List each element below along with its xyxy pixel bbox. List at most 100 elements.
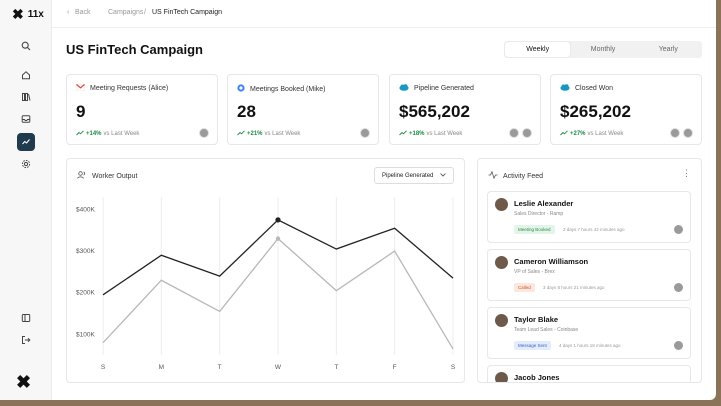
search-icon[interactable] [17,37,35,55]
avatar [495,314,508,327]
brand[interactable]: ✖ 11x [12,6,44,23]
breadcrumb-parent[interactable]: Campaigns [108,9,144,16]
page-title: US FinTech Campaign [66,42,203,57]
stat-card-meeting-requests[interactable]: Meeting Requests (Alice) 9 +14% vs Last … [66,74,218,145]
data-point [275,236,281,241]
x-tick-label: M [159,364,164,371]
analytics-icon[interactable] [17,133,35,151]
avatar [670,128,680,138]
avatar [522,128,532,138]
bottom-logo-icon: ✖ [16,372,32,392]
card-delta-value: +27% [570,131,586,137]
activity-item[interactable]: Jacob Jones [487,365,691,382]
activity-item[interactable]: Cameron Williamson VP of Sales - Brex Ca… [487,249,691,301]
y-tick-label: $100K [76,331,95,338]
calendar-dot-icon [237,84,245,94]
activity-feed-panel: Activity Feed ⋮ Leslie Alexander Sales D… [477,158,702,383]
status-badge: Called [514,283,535,292]
metric-select[interactable]: Pipeline Generated [374,167,454,184]
card-delta-suffix: vs Last Week [103,131,140,137]
tab-weekly[interactable]: Weekly [505,42,571,57]
trend-up-icon [560,130,568,138]
logout-icon[interactable] [17,331,35,349]
stat-card-meetings-booked[interactable]: Meetings Booked (Mike) 28 +21% vs Last W… [227,74,379,145]
more-options-icon[interactable]: ⋮ [682,168,691,178]
gear-icon[interactable] [17,155,35,173]
x-tick-label: T [334,364,338,371]
activity-role: Sales Director - Ramp [514,211,564,217]
worker-output-chart: $400K $300K $200K $100K S M T W T F S [76,197,456,371]
card-delta-value: +21% [247,131,263,137]
avatar [674,225,683,234]
panel-title: Worker Output [92,172,138,180]
trend-up-icon [76,130,84,138]
stat-card-closed-won[interactable]: Closed Won $265,202 +27% vs Last Week [550,74,702,145]
activity-time: 4 days 1 hours 18 minutes ago [559,343,621,348]
sidebar: ✖ 11x ✖ [0,0,52,400]
avatar [495,256,508,269]
y-tick-label: $200K [76,290,95,297]
card-label: Closed Won [575,85,614,92]
card-label: Meeting Requests (Alice) [90,85,169,92]
activity-item[interactable]: Leslie Alexander Sales Director - Ramp M… [487,191,691,243]
stat-card-pipeline-generated[interactable]: Pipeline Generated $565,202 +18% vs Last… [389,74,541,145]
trend-up-icon [399,130,407,138]
library-icon[interactable] [17,88,35,106]
x-tick-label: S [101,364,106,371]
y-tick-label: $300K [76,248,95,255]
activity-name: Cameron Williamson [514,257,589,266]
x-tick-label: W [275,364,282,371]
sidebar-toggle-icon[interactable] [17,309,35,327]
activity-item[interactable]: Taylor Blake Team Lead Sales - Coinbase … [487,307,691,359]
topbar [52,0,716,28]
trend-up-icon [237,130,245,138]
avatar [509,128,519,138]
salesforce-icon [560,84,570,93]
salesforce-icon [399,84,409,93]
chevron-down-icon [440,172,446,179]
worker-output-panel: Worker Output Pipeline Generated $400K $3… [66,158,465,383]
activity-time: 3 days 8 hours 21 minutes ago [543,285,605,290]
users-icon [77,171,87,181]
panel-title: Activity Feed [503,172,544,180]
data-point [275,217,281,223]
activity-time: 2 days 7 hours 42 minutes ago [563,227,625,232]
breadcrumb-current: US FinTech Campaign [152,9,223,16]
card-label: Meetings Booked (Mike) [250,85,326,93]
avatar [495,198,508,211]
period-tabs: Weekly Monthly Yearly [504,41,702,58]
card-value: $265,202 [560,102,631,121]
tab-monthly[interactable]: Monthly [590,46,616,53]
card-delta-suffix: vs Last Week [426,131,463,137]
activity-role: Team Lead Sales - Coinbase [514,327,579,333]
brand-name: 11x [27,9,44,20]
activity-name: Leslie Alexander [514,199,574,208]
activity-name: Jacob Jones [514,373,560,382]
back-chevron-icon[interactable]: ‹ [67,9,70,16]
activity-icon [488,170,498,181]
avatar [674,283,683,292]
avatar [683,128,693,138]
card-delta-value: +14% [86,131,102,137]
card-delta-suffix: vs Last Week [264,131,301,137]
avatar [495,372,508,382]
card-delta-value: +18% [409,131,425,137]
avatar [674,341,683,350]
card-value: 9 [76,102,86,121]
x-tick-label: T [218,364,222,371]
inbox-icon[interactable] [17,110,35,128]
status-badge: Meeting Booked [514,225,555,234]
activity-role: VP of Sales - Brex [514,269,555,275]
y-tick-label: $400K [76,206,95,213]
breadcrumb-separator: / [144,9,146,16]
tab-yearly[interactable]: Yearly [658,46,678,53]
status-badge: Message Sent [514,341,551,350]
avatar [360,128,370,138]
activity-name: Taylor Blake [514,315,559,324]
card-value: $565,202 [399,102,470,121]
home-icon[interactable] [17,66,35,84]
avatar [199,128,209,138]
back-link[interactable]: Back [75,9,91,16]
select-value: Pipeline Generated [382,172,434,179]
x-tick-label: F [393,364,397,371]
